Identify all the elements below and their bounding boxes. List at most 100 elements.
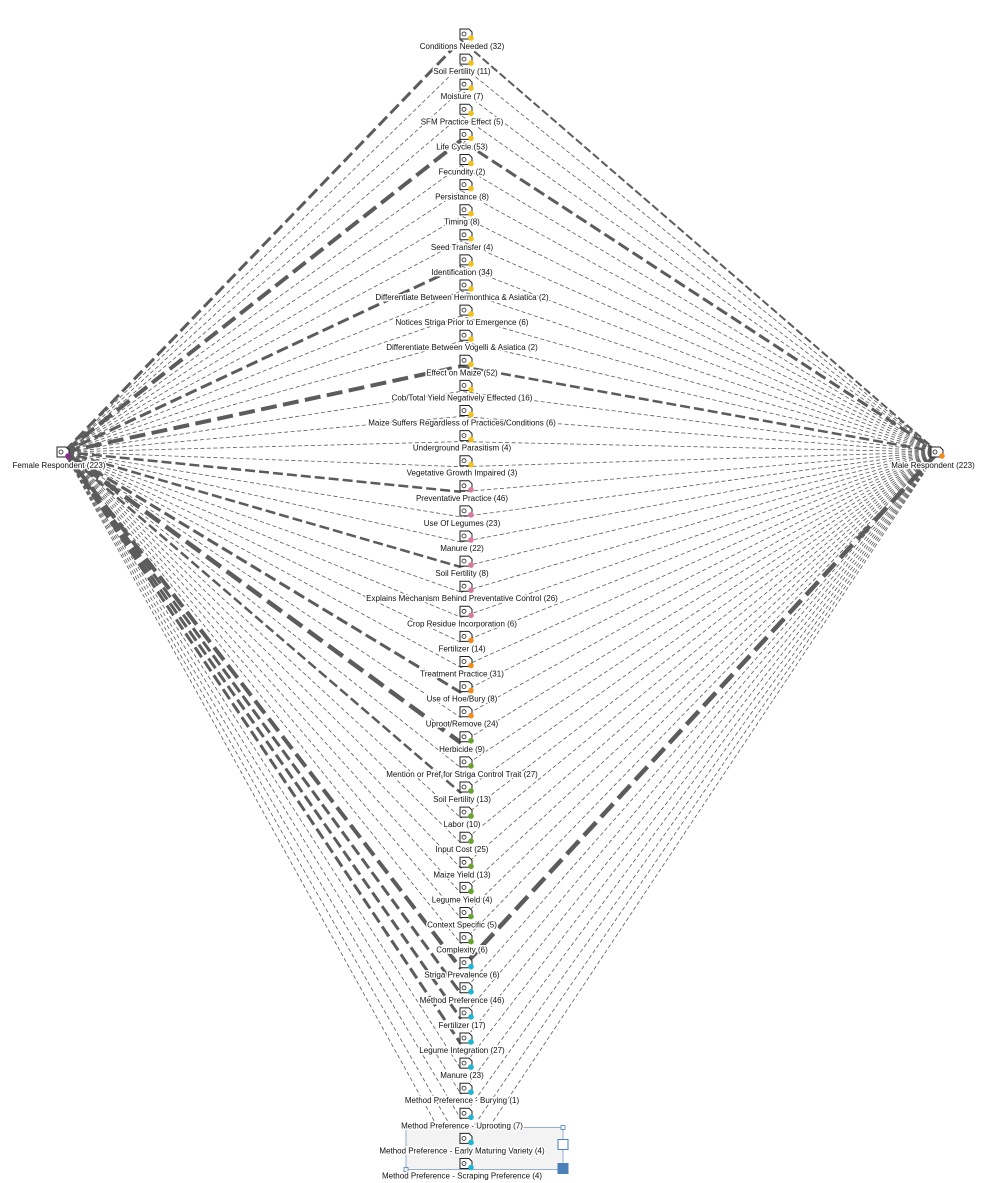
resize-handle[interactable] xyxy=(557,1139,569,1150)
node-label-halo: Soil Fertility (11) xyxy=(433,67,491,76)
code-node-legume-yield[interactable]: Legume Yield (4)Legume Yield (4) xyxy=(430,881,494,906)
node-label-halo: Fertilizer (17) xyxy=(438,1021,485,1030)
node-label-halo: Context Specific (5) xyxy=(427,921,497,930)
code-node-fecundity[interactable]: Fecundity (2)Fecundity (2) xyxy=(437,154,487,178)
node-label: Input Cost (25) xyxy=(436,845,489,854)
code-node-treatment-practice[interactable]: Treatment Practice (31)Treatment Practic… xyxy=(419,656,506,680)
respondent-node-male[interactable]: Male Respondent (223)Male Respondent (22… xyxy=(890,446,977,472)
edge-female-identification xyxy=(63,264,462,454)
code-node-differentiate-between-vogelli-asiatica[interactable]: Differentiate Between Vogelli & Asiatica… xyxy=(385,329,540,354)
code-node-maize-suffers-regardless-of-practices-conditions[interactable]: Maize Suffers Regardless of Practices/Co… xyxy=(367,405,558,429)
code-node-method-preference[interactable]: Method Preference (46)Method Preference … xyxy=(418,982,506,1006)
edge-female-seed-transfer xyxy=(63,240,462,453)
code-node-input-cost[interactable]: Input Cost (25)Input Cost (25) xyxy=(434,831,490,856)
code-node-preventative-practice[interactable]: Preventative Practice (46)Preventative P… xyxy=(414,480,510,504)
code-node-uproot-remove[interactable]: Uproot/Remove (24)Uproot/Remove (24) xyxy=(424,706,500,730)
code-node-mention-or-pref-for-striga-control-trait[interactable]: Mention or Pref for Striga Control Trait… xyxy=(385,756,540,780)
node-label: Manure (22) xyxy=(440,544,484,553)
code-node-soil-fertility[interactable]: Soil Fertility (8)Soil Fertility (8) xyxy=(434,555,491,580)
code-node-complexity[interactable]: Complexity (6)Complexity (6) xyxy=(435,932,490,956)
code-node-method-preference-scraping-preference[interactable]: Method Preference - Scraping Preference … xyxy=(380,1158,544,1182)
category-dot xyxy=(468,1114,474,1121)
selection-handle[interactable] xyxy=(403,1125,409,1130)
code-node-conditions-needed[interactable]: Conditions Needed (32)Conditions Needed … xyxy=(418,28,506,53)
category-dot xyxy=(468,888,474,895)
code-node-manure[interactable]: Manure (23)Manure (23) xyxy=(439,1057,486,1082)
code-node-manure[interactable]: Manure (22)Manure (22) xyxy=(439,530,486,555)
code-node-soil-fertility[interactable]: Soil Fertility (13)Soil Fertility (13) xyxy=(432,781,493,806)
code-node-maize-yield[interactable]: Maize Yield (13)Maize Yield (13) xyxy=(432,856,493,881)
code-node-method-preference-early-maturing-variety[interactable]: Method Preference - Early Maturing Varie… xyxy=(378,1132,546,1157)
category-dot xyxy=(468,562,474,568)
edge-female-use-of-hoe-bury xyxy=(63,450,462,694)
edge-female-explains-mechanism-behind-preventative-control xyxy=(63,451,462,593)
node-label: Differentiate Between Hermonthica & Asia… xyxy=(375,293,549,302)
category-dot xyxy=(468,687,474,694)
edge-female-treatment-practice xyxy=(63,451,462,668)
edge-female-differentiate-between-vogelli-asiatica xyxy=(63,340,462,453)
code-node-cob-total-yield-negatively-effected[interactable]: Cob/Total Yield Negatively Effected (16)… xyxy=(390,379,534,404)
resize-handle-active[interactable] xyxy=(557,1163,569,1174)
edge-male-use-of-hoe-bury xyxy=(460,451,939,693)
code-node-effect-on-maize[interactable]: Effect on Maize (52)Effect on Maize (52) xyxy=(425,354,500,379)
code-node-moisture[interactable]: Moisture (7)Moisture (7) xyxy=(439,78,485,103)
code-node-notices-striga-prior-to-emergence[interactable]: Notices Striga Prior to Emergence (6)Not… xyxy=(394,304,530,329)
node-label: Method Preference - Burying (1) xyxy=(405,1096,520,1105)
code-node-persistance[interactable]: Persistance (8)Persistance (8) xyxy=(434,179,491,203)
edge-female-maize-suffers-regardless-of-practices-conditions xyxy=(63,416,462,453)
edge-female-fertilizer xyxy=(62,451,463,1020)
code-node-vegetative-growth-impaired[interactable]: Vegetative Growth Impaired (3)Vegetative… xyxy=(405,455,519,479)
node-label: Male Respondent (223) xyxy=(891,461,975,470)
node-label: Method Preference - Scraping Preference … xyxy=(382,1172,542,1181)
edge-female-manure xyxy=(63,451,462,1070)
edge-male-context-specific xyxy=(460,451,939,919)
code-node-seed-transfer[interactable]: Seed Transfer (4)Seed Transfer (4) xyxy=(429,229,495,253)
code-node-identification[interactable]: Identification (34)Identification (34) xyxy=(430,254,495,278)
code-node-life-cycle[interactable]: Life Cycle (53)Life Cycle (53) xyxy=(435,128,490,153)
code-node-underground-parasitism[interactable]: Underground Parasitism (4)Underground Pa… xyxy=(411,430,513,454)
edge-female-notices-striga-prior-to-emergence xyxy=(63,315,462,453)
selection-handle[interactable] xyxy=(560,1125,566,1130)
node-label-halo: Use of Hoe/Bury (8) xyxy=(427,695,498,704)
node-label-halo: Differentiate Between Hermonthica & Asia… xyxy=(375,293,549,302)
node-label-halo: Fecundity (2) xyxy=(439,168,486,177)
code-node-differentiate-between-hermonthica-asiatica[interactable]: Differentiate Between Hermonthica & Asia… xyxy=(374,279,550,304)
code-node-context-specific[interactable]: Context Specific (5)Context Specific (5) xyxy=(426,907,499,931)
node-label: Method Preference (46) xyxy=(420,996,505,1005)
code-node-striga-prevalence[interactable]: Striga Prevalence (6)Striga Prevalence (… xyxy=(423,957,501,981)
code-node-fertilizer[interactable]: Fertilizer (17)Fertilizer (17) xyxy=(437,1007,487,1031)
node-label: Uproot/Remove (24) xyxy=(426,720,499,729)
code-node-fertilizer[interactable]: Fertilizer (14)Fertilizer (14) xyxy=(437,630,487,655)
node-label: Moisture (7) xyxy=(441,92,484,101)
node-label: Underground Parasitism (4) xyxy=(413,444,512,453)
respondent-node-female[interactable]: Female Respondent (223)Female Respondent… xyxy=(11,446,107,472)
code-node-herbicide[interactable]: Herbicide (9)Herbicide (9) xyxy=(438,731,487,755)
code-node-use-of-hoe-bury[interactable]: Use of Hoe/Bury (8)Use of Hoe/Bury (8) xyxy=(425,681,499,705)
edge-female-fertilizer xyxy=(63,451,462,643)
code-node-sfm-practice-effect[interactable]: SFM Practice Effect (5)SFM Practice Effe… xyxy=(419,103,505,128)
edge-female-soil-fertility xyxy=(63,451,462,794)
category-dot xyxy=(468,461,474,468)
edge-male-underground-parasitism xyxy=(460,441,939,453)
category-dot xyxy=(468,712,474,719)
code-node-explains-mechanism-behind-preventative-control[interactable]: Explains Mechanism Behind Preventative C… xyxy=(365,580,560,605)
code-node-use-of-legumes[interactable]: Use Of Legumes (23)Use Of Legumes (23) xyxy=(422,505,502,529)
code-node-labor[interactable]: Labor (10)Labor (10) xyxy=(442,806,482,831)
edge-male-sfm-practice-effect xyxy=(460,114,939,453)
edge-male-effect-on-maize xyxy=(460,365,939,454)
code-node-method-preference-uprooting[interactable]: Method Preference - Uprooting (7)Method … xyxy=(400,1107,525,1132)
node-label: Cob/Total Yield Negatively Effected (16) xyxy=(392,393,533,402)
code-node-soil-fertility[interactable]: Soil Fertility (11)Soil Fertility (11) xyxy=(432,53,492,78)
node-label: Method Preference - Uprooting (7) xyxy=(401,1121,523,1130)
node-label-halo: Vegetative Growth Impaired (3) xyxy=(407,469,518,478)
code-node-legume-integration[interactable]: Legume Integration (27)Legume Integratio… xyxy=(418,1032,507,1057)
edge-male-legume-integration xyxy=(460,451,939,1045)
code-node-crop-residue-incorporation[interactable]: Crop Residue Incorporation (6)Crop Resid… xyxy=(406,605,519,630)
code-node-timing[interactable]: Timing (8)Timing (8) xyxy=(443,204,482,228)
selection-handle[interactable] xyxy=(403,1167,409,1172)
edge-male-differentiate-between-vogelli-asiatica xyxy=(460,340,939,453)
node-label-halo: Manure (23) xyxy=(440,1071,484,1080)
node-label-halo: Notices Striga Prior to Emergence (6) xyxy=(396,318,529,327)
node-label-halo: Differentiate Between Vogelli & Asiatica… xyxy=(386,343,538,352)
code-node-method-preference-burying[interactable]: Method Preference - Burying (1)Method Pr… xyxy=(403,1082,521,1107)
